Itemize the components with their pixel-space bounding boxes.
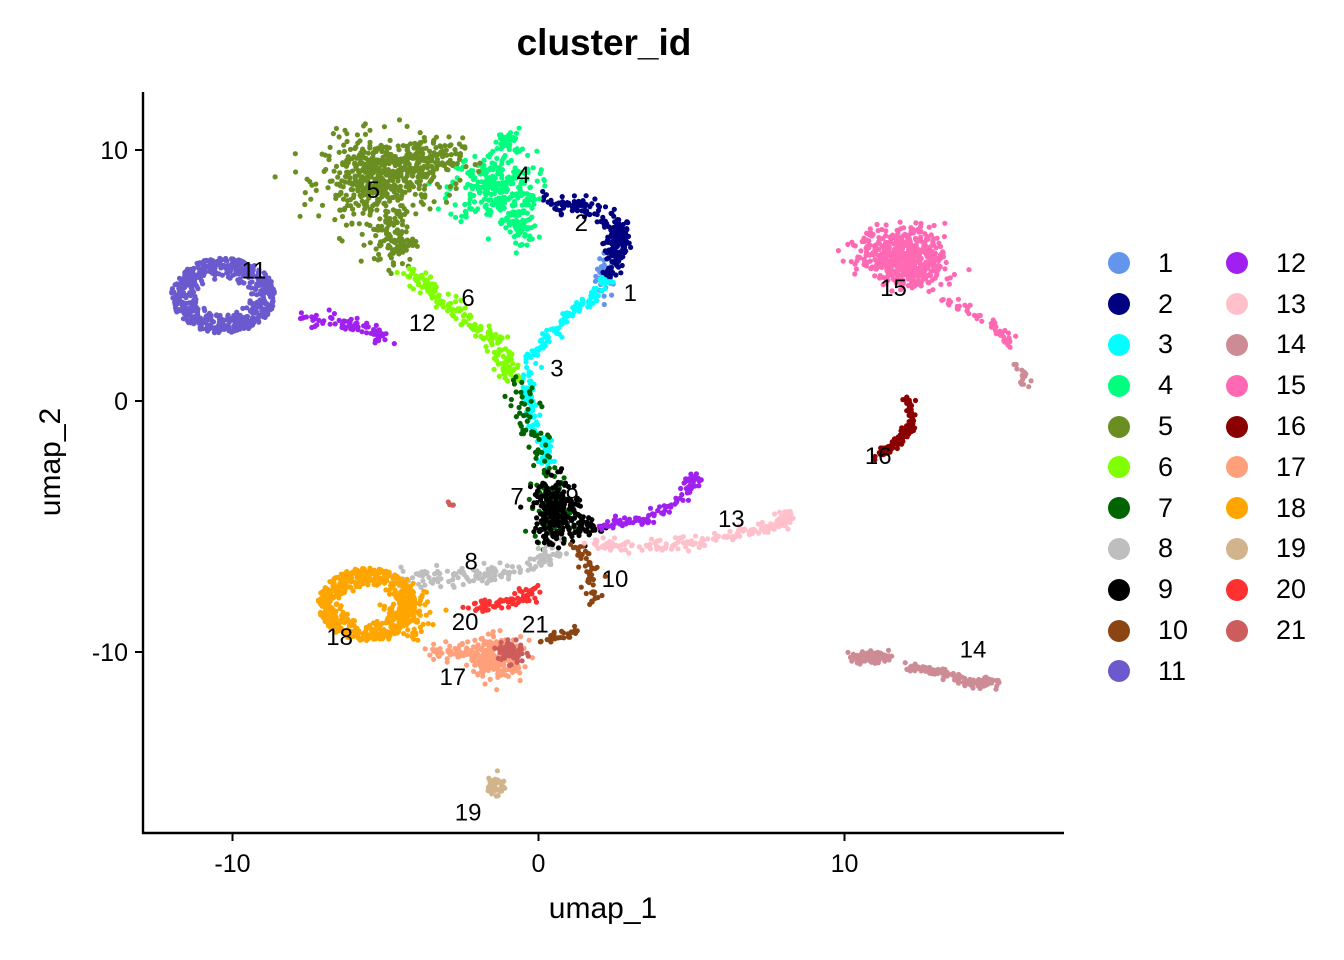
x-axis-title: umap_1 <box>549 892 657 925</box>
legend-item-5: 5 <box>1105 406 1223 447</box>
legend-label: 17 <box>1276 451 1307 482</box>
legend-item-17: 17 <box>1223 447 1333 488</box>
cluster-label-1: 1 <box>624 280 637 307</box>
legend-label: 1 <box>1158 247 1174 278</box>
legend-item-20: 20 <box>1223 569 1333 610</box>
legend-label: 18 <box>1276 492 1307 523</box>
legend-dot-icon <box>1108 293 1130 316</box>
legend-label: 14 <box>1276 329 1307 360</box>
legend-dot-icon <box>1226 537 1248 560</box>
legend-label: 13 <box>1276 288 1307 319</box>
cluster-label-15: 15 <box>880 275 907 302</box>
legend-label: 9 <box>1158 574 1174 605</box>
y-tick-label: -10 <box>92 639 128 667</box>
legend-dot-icon <box>1108 252 1130 275</box>
cluster-label-10: 10 <box>602 566 629 593</box>
legend-label: 21 <box>1276 615 1307 646</box>
cluster-label-16: 16 <box>865 443 892 470</box>
y-tick-label: 10 <box>100 137 128 165</box>
legend-dot-icon <box>1226 497 1248 520</box>
legend-dot-icon <box>1226 333 1248 356</box>
legend-label: 12 <box>1276 247 1307 278</box>
legend: 1 2 3 4 5 6 7 8 9 10 11 12 13 14 15 16 17 18 19 20 21 <box>1105 243 1333 692</box>
y-axis-title: umap_2 <box>34 408 67 516</box>
legend-dot-icon <box>1108 497 1130 520</box>
legend-dot-icon <box>1226 619 1248 642</box>
x-tick-label: -10 <box>214 850 250 878</box>
cluster-label-7: 7 <box>510 483 523 510</box>
cluster-label-20: 20 <box>452 609 479 636</box>
legend-item-16: 16 <box>1223 406 1333 447</box>
legend-label: 11 <box>1158 655 1187 686</box>
legend-dot-icon <box>1108 456 1130 479</box>
cluster-label-13: 13 <box>718 506 745 533</box>
cluster-label-21: 21 <box>522 611 549 638</box>
x-axis-ticks: -10 0 10 <box>214 833 858 878</box>
legend-dot-icon <box>1226 374 1248 397</box>
legend-item-1: 1 <box>1105 243 1223 284</box>
legend-item-8: 8 <box>1105 529 1223 570</box>
legend-item-15: 15 <box>1223 365 1333 406</box>
legend-label: 20 <box>1276 574 1307 605</box>
legend-item-10: 10 <box>1105 610 1223 651</box>
legend-dot-icon <box>1226 252 1248 275</box>
legend-item-4: 4 <box>1105 365 1223 406</box>
legend-label: 19 <box>1276 533 1307 564</box>
cluster-label-18: 18 <box>326 624 353 651</box>
legend-label: 3 <box>1158 329 1174 360</box>
cluster-label-11: 11 <box>241 258 266 285</box>
cluster-label-14: 14 <box>960 637 987 664</box>
legend-item-13: 13 <box>1223 284 1333 325</box>
legend-dot-icon <box>1108 537 1130 560</box>
cluster-label-9: 9 <box>566 483 579 510</box>
cluster-label-8: 8 <box>465 549 478 576</box>
cluster-label-5: 5 <box>367 177 380 204</box>
legend-item-2: 2 <box>1105 284 1223 325</box>
legend-label: 7 <box>1158 492 1174 523</box>
cluster-label-17: 17 <box>439 664 466 691</box>
legend-label: 2 <box>1158 288 1174 319</box>
cluster-label-3: 3 <box>550 355 563 382</box>
cluster-label-19: 19 <box>455 800 482 827</box>
legend-dot-icon <box>1108 578 1130 601</box>
x-tick-label: 10 <box>831 850 859 878</box>
cluster-label-6: 6 <box>461 285 474 312</box>
legend-item-7: 7 <box>1105 488 1223 529</box>
legend-label: 4 <box>1158 370 1174 401</box>
scatter-points <box>169 117 1034 799</box>
legend-item-11: 11 <box>1105 651 1223 692</box>
legend-dot-icon <box>1108 660 1130 683</box>
legend-label: 6 <box>1158 451 1174 482</box>
legend-label: 10 <box>1158 615 1189 646</box>
legend-label: 8 <box>1158 533 1174 564</box>
legend-label: 5 <box>1158 411 1174 442</box>
legend-item-3: 3 <box>1105 325 1223 366</box>
legend-item-19: 19 <box>1223 529 1333 570</box>
legend-dot-icon <box>1226 456 1248 479</box>
legend-item-6: 6 <box>1105 447 1223 488</box>
cluster-label-4: 4 <box>517 162 530 189</box>
legend-item-14: 14 <box>1223 325 1333 366</box>
y-tick-label: 0 <box>114 388 128 416</box>
chart-title: cluster_id <box>516 22 692 63</box>
legend-dot-icon <box>1108 374 1130 397</box>
y-axis-ticks: -10 0 10 <box>92 137 143 667</box>
legend-item-21: 21 <box>1223 610 1333 651</box>
legend-label: 15 <box>1276 370 1307 401</box>
cluster-label-12: 12 <box>409 310 436 337</box>
legend-dot-icon <box>1226 578 1248 601</box>
legend-dot-icon <box>1108 333 1130 356</box>
legend-dot-icon <box>1226 293 1248 316</box>
legend-dot-icon <box>1108 415 1130 438</box>
legend-item-18: 18 <box>1223 488 1333 529</box>
cluster-label-2: 2 <box>575 210 588 237</box>
legend-item-12: 12 <box>1223 243 1333 284</box>
legend-dot-icon <box>1108 619 1130 642</box>
legend-dot-icon <box>1226 415 1248 438</box>
x-tick-label: 0 <box>532 850 546 878</box>
legend-label: 16 <box>1276 411 1307 442</box>
legend-item-9: 9 <box>1105 569 1223 610</box>
